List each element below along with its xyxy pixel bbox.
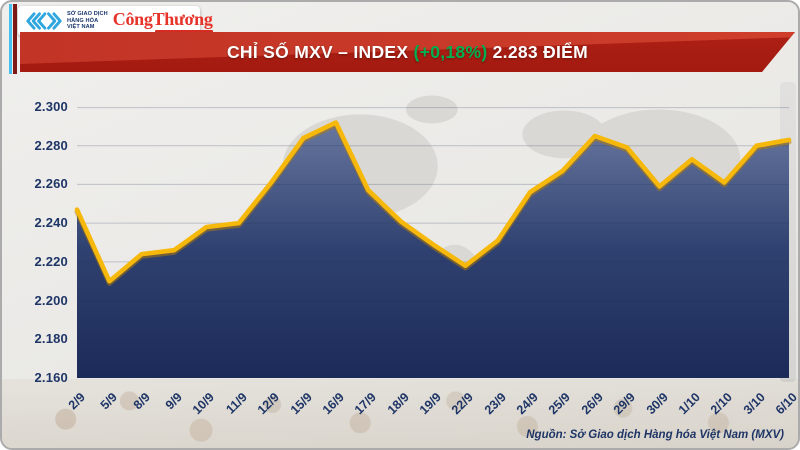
title-main: CHỈ SỐ MXV – INDEX (226, 42, 409, 62)
source-note: Nguồn: Sở Giao dịch Hàng hóa Việt Nam (M… (526, 429, 784, 441)
congthuong-logo-word2: Thương (152, 8, 213, 29)
mxv-logo-text-line: HÀNG HÓA (67, 17, 99, 24)
y-axis-tick-label: 2.160 (34, 370, 68, 385)
y-axis-tick-label: 2.220 (34, 253, 68, 269)
mxv-logo-icon (26, 12, 62, 30)
congthuong-logo-word1: Công (112, 8, 153, 29)
mxv-logo-text-line: VIỆT NAM (67, 24, 95, 31)
title-index-value: 2.283 ĐIỂM (492, 42, 589, 62)
title-change-percent: (+0,18%) (413, 42, 488, 62)
y-axis-tick-label: 2.180 (34, 331, 68, 347)
congthuong-logo: CôngThương (113, 9, 213, 34)
y-axis-tick-label: 2.200 (34, 292, 68, 308)
y-axis-tick-label: 2.300 (34, 99, 68, 114)
y-axis-tick-label: 2.260 (34, 176, 68, 192)
brand-stripe-red (13, 4, 17, 74)
y-axis-tick-label: 2.280 (34, 137, 68, 153)
congthuong-underline-bar (154, 30, 213, 34)
logo-box: SỞ GIAO DỊCH HÀNG HÓA VIỆT NAM CôngThươn… (18, 6, 213, 36)
index-area (77, 122, 789, 378)
title-banner: CHỈ SỐ MXV – INDEX (+0,18%) 2.283 ĐIỂM (20, 32, 795, 72)
plot-svg (74, 107, 792, 378)
gridlines (77, 107, 789, 378)
bottom-photo-watermark (2, 379, 798, 448)
index-line (74, 120, 792, 284)
y-axis-tick-label: 2.240 (34, 215, 68, 231)
mxv-logo-text-line: SỞ GIAO DỊCH (67, 11, 108, 18)
mxv-logo-text: SỞ GIAO DỊCH HÀNG HÓA VIỆT NAM (67, 11, 108, 30)
chart-title: CHỈ SỐ MXV – INDEX (+0,18%) 2.283 ĐIỂM (20, 32, 795, 72)
brand-stripe-cyan (9, 4, 12, 74)
